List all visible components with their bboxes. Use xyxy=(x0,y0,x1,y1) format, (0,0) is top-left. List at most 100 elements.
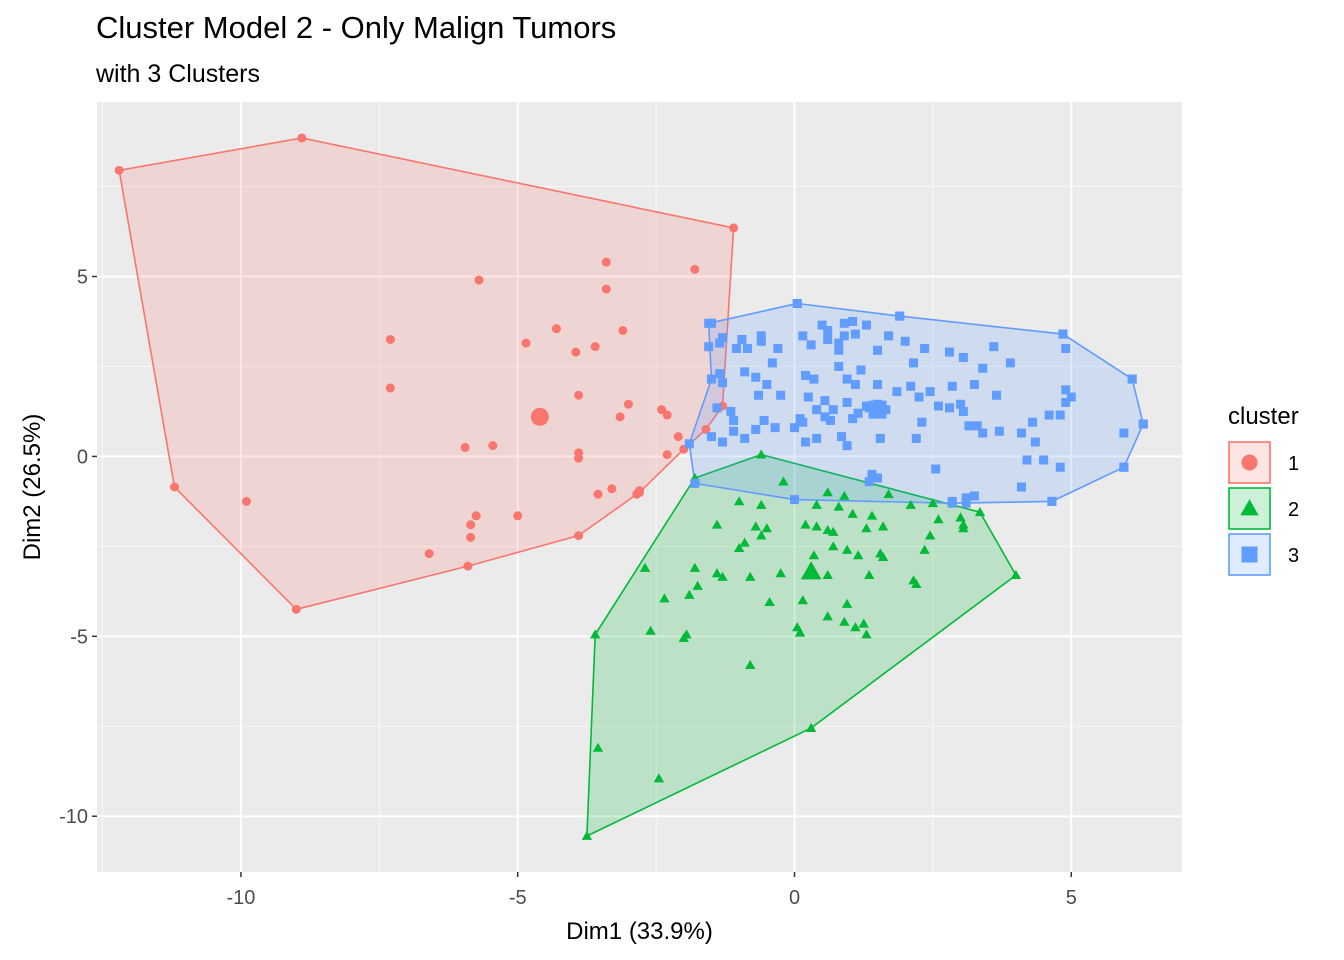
x-tick-label: -5 xyxy=(509,887,527,909)
cluster-3-point xyxy=(792,298,802,308)
cluster-1-point xyxy=(618,325,628,335)
cluster-3-point xyxy=(978,428,988,438)
major-gridlines xyxy=(97,102,1182,872)
x-axis-title: Dim1 (33.9%) xyxy=(566,918,713,945)
cluster-3-point xyxy=(684,439,694,449)
cluster-1-point xyxy=(521,338,531,348)
cluster-2-point xyxy=(864,569,875,580)
cluster-2-point xyxy=(877,521,889,531)
cluster-3-point xyxy=(911,433,921,443)
cluster-3-point xyxy=(945,347,954,357)
cluster-2-point xyxy=(811,521,822,531)
cluster-2-point xyxy=(877,551,889,562)
cluster-3-point xyxy=(853,408,863,418)
cluster-1-point xyxy=(662,450,672,460)
cluster-3-point xyxy=(718,378,728,388)
cluster-2-point xyxy=(841,598,853,608)
cluster-3-point xyxy=(1028,417,1038,427)
cluster-3-point xyxy=(740,367,750,377)
cluster-2-point xyxy=(653,773,665,783)
cluster-1-point xyxy=(466,532,476,542)
cluster-3-point xyxy=(839,331,849,341)
cluster-1-point xyxy=(729,223,739,233)
cluster-3-point xyxy=(823,334,833,344)
minor-gridlines xyxy=(97,102,1182,872)
cluster-3-point xyxy=(740,433,750,443)
cluster-3-point xyxy=(873,345,883,355)
legend-key-1-symbol xyxy=(1241,454,1258,471)
cluster-3-point xyxy=(1127,374,1137,384)
cluster-3-point xyxy=(776,390,786,400)
cluster-2-point xyxy=(1010,569,1022,580)
cluster-2-point xyxy=(756,499,767,509)
cluster-3-point xyxy=(823,325,833,335)
cluster-2-point xyxy=(733,542,745,553)
cluster-2-point xyxy=(861,523,872,533)
cluster-3-point xyxy=(1119,428,1129,438)
x-tick-label: 0 xyxy=(789,887,800,909)
cluster-3-point xyxy=(751,372,761,382)
cluster-3-point xyxy=(925,387,935,397)
cluster-3-point xyxy=(992,390,1002,400)
cluster-1-point xyxy=(488,441,498,451)
cluster-3-point xyxy=(931,464,941,474)
cluster-3-point xyxy=(1055,410,1065,420)
cluster-1-point xyxy=(673,432,683,442)
cluster-3-point xyxy=(842,374,852,384)
cluster-2-point xyxy=(927,498,939,508)
cluster-3-point xyxy=(978,363,988,373)
cluster-2-point xyxy=(756,530,767,540)
cluster-3-point xyxy=(867,469,877,479)
cluster-3-point xyxy=(906,381,916,391)
cluster-3-point xyxy=(1119,462,1129,472)
cluster-3-point xyxy=(856,365,866,375)
legend-label-1: 1 xyxy=(1288,453,1299,475)
cluster-3-point xyxy=(850,329,860,339)
cluster-3-point xyxy=(864,477,874,487)
cluster-3-point xyxy=(718,333,728,343)
cluster-3-point xyxy=(715,369,725,379)
cluster-2-point xyxy=(764,596,775,607)
cluster-3-point xyxy=(947,496,957,506)
cluster-3-point xyxy=(848,414,858,424)
cluster-3-point xyxy=(834,338,844,348)
cluster-1-point xyxy=(297,133,307,143)
cluster-1-point xyxy=(385,383,395,393)
legend-label-2: 2 xyxy=(1288,499,1299,521)
cluster-3-point xyxy=(742,343,752,353)
cluster-2-point xyxy=(805,722,817,732)
cluster-3-point xyxy=(914,392,924,402)
cluster-1-point xyxy=(574,453,584,463)
cluster-2-point xyxy=(955,512,966,522)
cluster-3-point xyxy=(767,358,777,368)
cluster-3-point xyxy=(718,437,728,447)
cluster-3-point xyxy=(1058,329,1068,339)
cluster-3-point xyxy=(751,424,761,434)
cluster-2-point xyxy=(822,487,833,497)
cluster-3-point xyxy=(737,334,747,344)
cluster-3-point xyxy=(1039,455,1049,465)
cluster-2-point xyxy=(905,499,916,509)
cluster-3-point xyxy=(1005,358,1015,368)
chart-title: Cluster Model 2 - Only Malign Tumors xyxy=(96,10,617,45)
cluster-3-point xyxy=(809,374,819,384)
cluster-2-point xyxy=(750,521,761,531)
cluster-2-point xyxy=(841,544,853,554)
cluster-1-point xyxy=(471,511,481,521)
cluster-3-point xyxy=(834,345,844,355)
cluster-2-point xyxy=(761,523,772,533)
cluster-2-point xyxy=(852,550,864,560)
cluster-3-point xyxy=(729,415,739,425)
cluster-3-point xyxy=(892,387,902,397)
cluster-1-point xyxy=(574,531,584,541)
cluster-3-point xyxy=(1047,496,1057,506)
cluster-3-point xyxy=(842,397,852,407)
cluster-centers xyxy=(530,400,887,580)
legend-key-3-symbol xyxy=(1241,546,1258,563)
legend-label-3: 3 xyxy=(1288,545,1299,567)
cluster-3-point xyxy=(873,473,883,483)
cluster-3-point xyxy=(726,406,736,416)
cluster-3-point xyxy=(801,370,811,380)
cluster-3-point xyxy=(842,441,852,451)
